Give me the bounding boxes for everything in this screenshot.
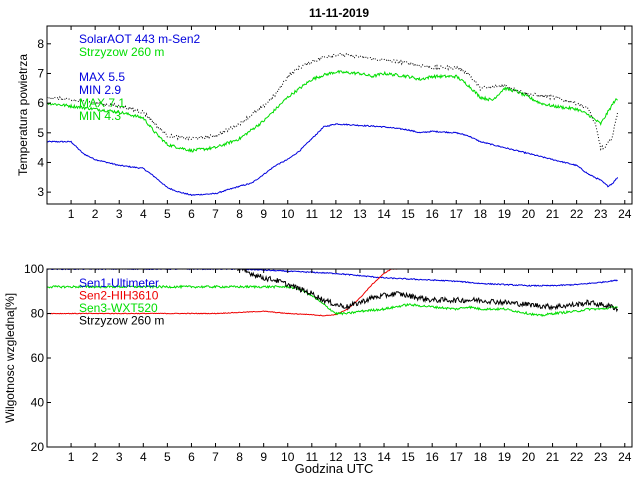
x-tick-label: 15 xyxy=(401,450,415,464)
y-tick-label: 4 xyxy=(37,155,44,169)
x-tick-label: 17 xyxy=(450,207,464,221)
legend-entry: Sen2-HIH3610 xyxy=(79,289,159,303)
x-tick-label: 11 xyxy=(306,207,319,221)
x-tick-label: 14 xyxy=(377,450,391,464)
y-tick-label: 80 xyxy=(31,307,45,321)
y-axis-label: Wilgotnosc wzgledna[%] xyxy=(3,293,17,423)
x-tick-label: 10 xyxy=(281,450,295,464)
x-tick-label: 21 xyxy=(546,450,560,464)
x-tick-label: 4 xyxy=(140,450,147,464)
legend-entry: Strzyzow 260 m xyxy=(79,314,164,328)
legend-entry: Sen1-Ultimeter xyxy=(79,276,159,290)
humidity-panel: 1 2 3 4 5 6 7 8 9 10 11 12 13 14 15 16 17 18 19 20 21 22 23 242… xyxy=(3,262,633,464)
stats-entry: MIN 2.9 xyxy=(79,83,121,97)
x-tick-label: 19 xyxy=(498,450,512,464)
x-tick-label: 6 xyxy=(188,450,195,464)
legend-entry: SolarAOT 443 m-Sen2 xyxy=(79,32,200,46)
y-tick-label: 8 xyxy=(37,37,44,51)
x-tick-label: 24 xyxy=(618,207,632,221)
x-tick-label: 2 xyxy=(92,450,99,464)
x-tick-label: 8 xyxy=(236,450,243,464)
x-tick-label: 12 xyxy=(329,450,343,464)
series-line-strzyzow-260-m xyxy=(237,269,619,313)
series-line-solaraot-443-m-sen2 xyxy=(47,123,619,197)
legend-entry: Sen3-WXT520 xyxy=(79,301,158,315)
x-tick-label: 20 xyxy=(522,207,536,221)
x-tick-label: 22 xyxy=(570,207,584,221)
stats-entry: MIN 4.3 xyxy=(79,109,121,123)
x-tick-label: 24 xyxy=(618,450,632,464)
series-line-unlabeled-dotted xyxy=(47,52,619,151)
plot-frame xyxy=(46,25,633,205)
x-tick-label: 20 xyxy=(522,450,536,464)
y-tick-label: 60 xyxy=(31,351,45,365)
x-tick-label: 18 xyxy=(474,450,488,464)
x-tick-label: 22 xyxy=(570,450,584,464)
stats-entry: MAX 5.5 xyxy=(79,70,125,84)
stats-entry: MAX 7.1 xyxy=(79,96,125,110)
x-tick-label: 13 xyxy=(353,450,367,464)
x-tick-label: 10 xyxy=(281,207,295,221)
x-tick-label: 13 xyxy=(353,207,367,221)
legend-entry: Strzyzow 260 m xyxy=(79,45,164,59)
y-tick-label: 20 xyxy=(31,440,45,454)
x-tick-label: 12 xyxy=(329,207,343,221)
x-tick-label: 9 xyxy=(260,207,267,221)
x-tick-label: 17 xyxy=(450,450,464,464)
x-tick-label: 15 xyxy=(401,207,415,221)
x-tick-label: 2 xyxy=(92,207,99,221)
y-tick-label: 40 xyxy=(31,396,45,410)
x-tick-label: 1 xyxy=(68,450,75,464)
x-tick-label: 5 xyxy=(164,207,171,221)
y-tick-label: 100 xyxy=(24,262,44,276)
x-tick-label: 4 xyxy=(140,207,147,221)
x-tick-label: 19 xyxy=(498,207,512,221)
y-axis-label: Temperatura powietrza xyxy=(16,54,30,176)
y-tick-label: 6 xyxy=(37,96,44,110)
x-tick-label: 1 xyxy=(68,207,75,221)
x-tick-label: 18 xyxy=(474,207,488,221)
temperature-panel: 1 2 3 4 5 6 7 8 9 10 11 12 13 14 15 16 17 18 19 20 21 22 23 243… xyxy=(16,25,633,221)
x-tick-label: 14 xyxy=(377,207,391,221)
x-tick-label: 5 xyxy=(164,450,171,464)
x-tick-label: 6 xyxy=(188,207,195,221)
x-tick-label: 3 xyxy=(116,207,123,221)
y-tick-label: 7 xyxy=(37,66,44,80)
x-tick-label: 9 xyxy=(260,450,267,464)
series-line-sen3-wxt520 xyxy=(47,284,618,318)
x-axis-label: Godzina UTC xyxy=(295,461,374,476)
x-tick-label: 16 xyxy=(426,207,440,221)
x-tick-label: 23 xyxy=(594,450,608,464)
x-tick-label: 23 xyxy=(594,207,608,221)
x-tick-label: 7 xyxy=(212,450,219,464)
chart-title: 11-11-2019 xyxy=(309,6,369,20)
x-tick-label: 16 xyxy=(426,450,440,464)
x-tick-label: 7 xyxy=(212,207,219,221)
x-tick-label: 8 xyxy=(236,207,243,221)
y-tick-label: 3 xyxy=(37,185,44,199)
series-line-sen2-hih3610 xyxy=(47,269,399,317)
series-line-strzyzow-260-m xyxy=(47,69,618,153)
x-tick-label: 21 xyxy=(546,207,560,221)
y-tick-label: 5 xyxy=(37,126,44,140)
x-tick-label: 11 xyxy=(306,450,319,464)
x-tick-label: 3 xyxy=(116,450,123,464)
series-line-sen1-ultimeter xyxy=(47,269,618,287)
